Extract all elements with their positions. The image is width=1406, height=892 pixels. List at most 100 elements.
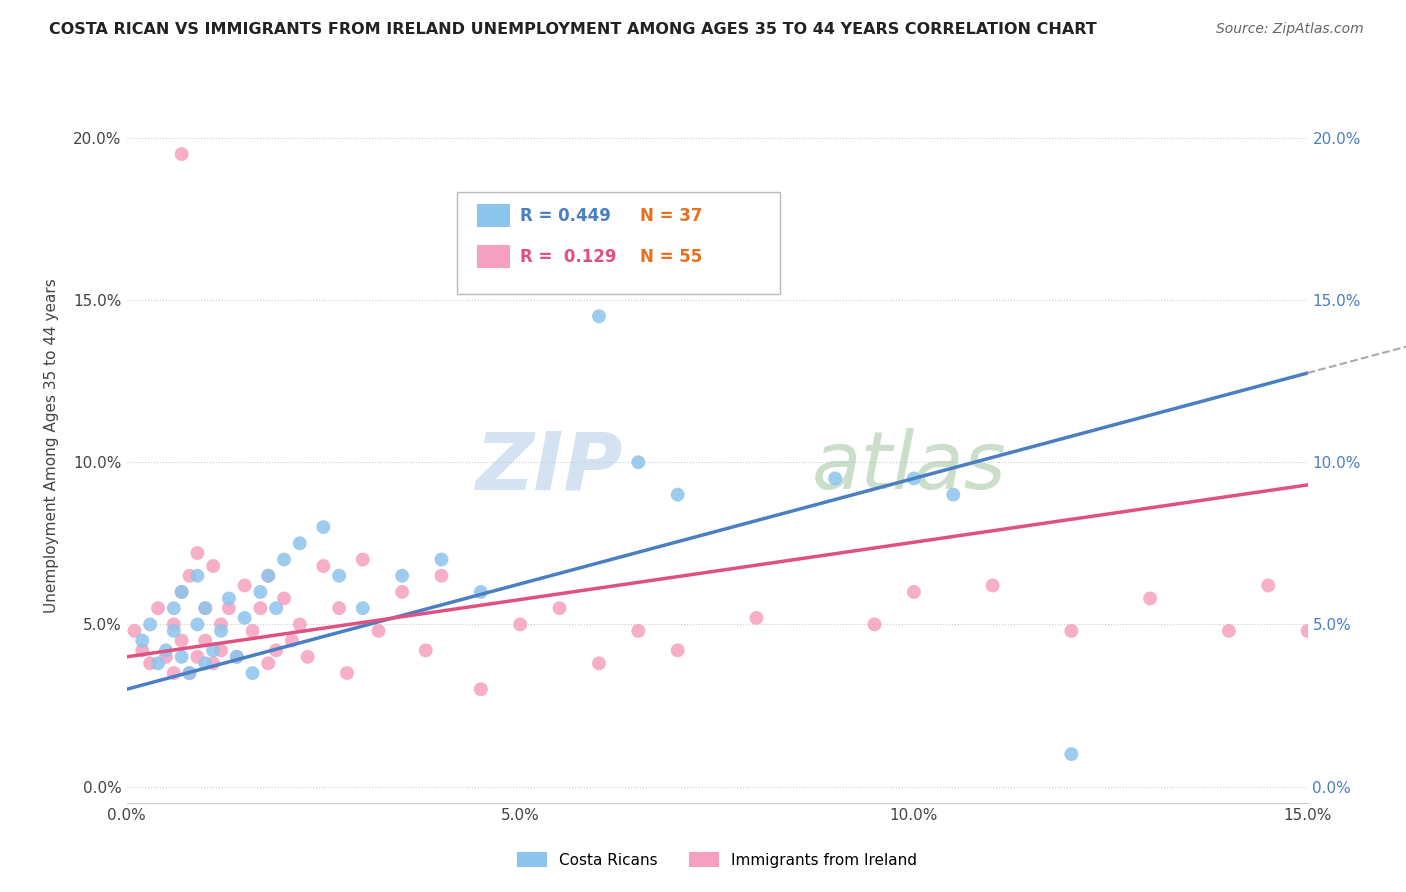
Text: N = 55: N = 55 xyxy=(640,248,702,266)
Text: atlas: atlas xyxy=(811,428,1007,507)
Point xyxy=(312,559,335,574)
Point xyxy=(903,471,925,485)
Point xyxy=(942,488,965,502)
Point xyxy=(627,624,650,638)
Point xyxy=(124,624,146,638)
Point xyxy=(218,601,240,615)
Point xyxy=(194,633,217,648)
Point xyxy=(588,310,610,324)
Text: R =  0.129: R = 0.129 xyxy=(520,248,617,266)
Point xyxy=(273,591,295,606)
Point xyxy=(336,666,359,681)
Point xyxy=(588,657,610,671)
Point xyxy=(179,666,201,681)
Point xyxy=(470,585,492,599)
Point xyxy=(225,649,247,664)
Point xyxy=(288,536,311,550)
Point xyxy=(209,624,232,638)
Point xyxy=(233,578,256,592)
Point xyxy=(163,617,186,632)
Point xyxy=(170,633,193,648)
Point xyxy=(391,585,413,599)
Point xyxy=(194,601,217,615)
Point xyxy=(225,649,247,664)
Point xyxy=(264,601,287,615)
Point xyxy=(257,657,280,671)
Point xyxy=(666,488,689,502)
Point xyxy=(163,601,186,615)
Point xyxy=(470,682,492,697)
Point xyxy=(249,601,271,615)
Point xyxy=(202,559,225,574)
Point xyxy=(863,617,886,632)
Point xyxy=(179,666,201,681)
Point xyxy=(146,601,169,615)
Point xyxy=(155,649,177,664)
Point xyxy=(179,568,201,582)
Point xyxy=(242,624,264,638)
Point xyxy=(281,633,304,648)
Point xyxy=(249,585,271,599)
Point xyxy=(170,585,193,599)
Point xyxy=(273,552,295,566)
Point xyxy=(391,568,413,582)
Point xyxy=(981,578,1004,592)
Point xyxy=(131,643,153,657)
Point xyxy=(186,568,208,582)
Point xyxy=(139,617,162,632)
Legend: Costa Ricans, Immigrants from Ireland: Costa Ricans, Immigrants from Ireland xyxy=(510,846,924,873)
Point xyxy=(163,666,186,681)
Point xyxy=(209,643,232,657)
Point xyxy=(155,643,177,657)
Point xyxy=(903,585,925,599)
Point xyxy=(218,591,240,606)
Point xyxy=(170,585,193,599)
Point xyxy=(430,568,453,582)
Point xyxy=(194,657,217,671)
Point xyxy=(194,601,217,615)
Point xyxy=(1218,624,1240,638)
Point xyxy=(288,617,311,632)
Point xyxy=(170,649,193,664)
Text: ZIP: ZIP xyxy=(475,428,623,507)
Point xyxy=(202,657,225,671)
Point xyxy=(1060,747,1083,761)
Point xyxy=(548,601,571,615)
Point xyxy=(202,643,225,657)
Point xyxy=(257,568,280,582)
Point xyxy=(312,520,335,534)
Point xyxy=(627,455,650,469)
Point xyxy=(257,568,280,582)
Point xyxy=(242,666,264,681)
Text: N = 37: N = 37 xyxy=(640,207,702,225)
Point xyxy=(297,649,319,664)
Point xyxy=(163,624,186,638)
Point xyxy=(352,552,374,566)
Point xyxy=(430,552,453,566)
Point xyxy=(186,617,208,632)
Y-axis label: Unemployment Among Ages 35 to 44 years: Unemployment Among Ages 35 to 44 years xyxy=(45,278,59,614)
Point xyxy=(264,643,287,657)
Point xyxy=(824,471,846,485)
Point xyxy=(233,611,256,625)
Text: Source: ZipAtlas.com: Source: ZipAtlas.com xyxy=(1216,22,1364,37)
Point xyxy=(509,617,531,632)
Point xyxy=(666,643,689,657)
Point xyxy=(1296,624,1319,638)
Point xyxy=(170,147,193,161)
Text: COSTA RICAN VS IMMIGRANTS FROM IRELAND UNEMPLOYMENT AMONG AGES 35 TO 44 YEARS CO: COSTA RICAN VS IMMIGRANTS FROM IRELAND U… xyxy=(49,22,1097,37)
Point xyxy=(1139,591,1161,606)
Point xyxy=(131,633,153,648)
Point xyxy=(328,601,350,615)
Text: R = 0.449: R = 0.449 xyxy=(520,207,612,225)
Point xyxy=(139,657,162,671)
Point xyxy=(328,568,350,582)
Point xyxy=(1257,578,1279,592)
Point xyxy=(186,649,208,664)
Point xyxy=(146,657,169,671)
Point xyxy=(186,546,208,560)
Point xyxy=(352,601,374,615)
Point xyxy=(1060,624,1083,638)
Point xyxy=(367,624,389,638)
Point xyxy=(415,643,437,657)
